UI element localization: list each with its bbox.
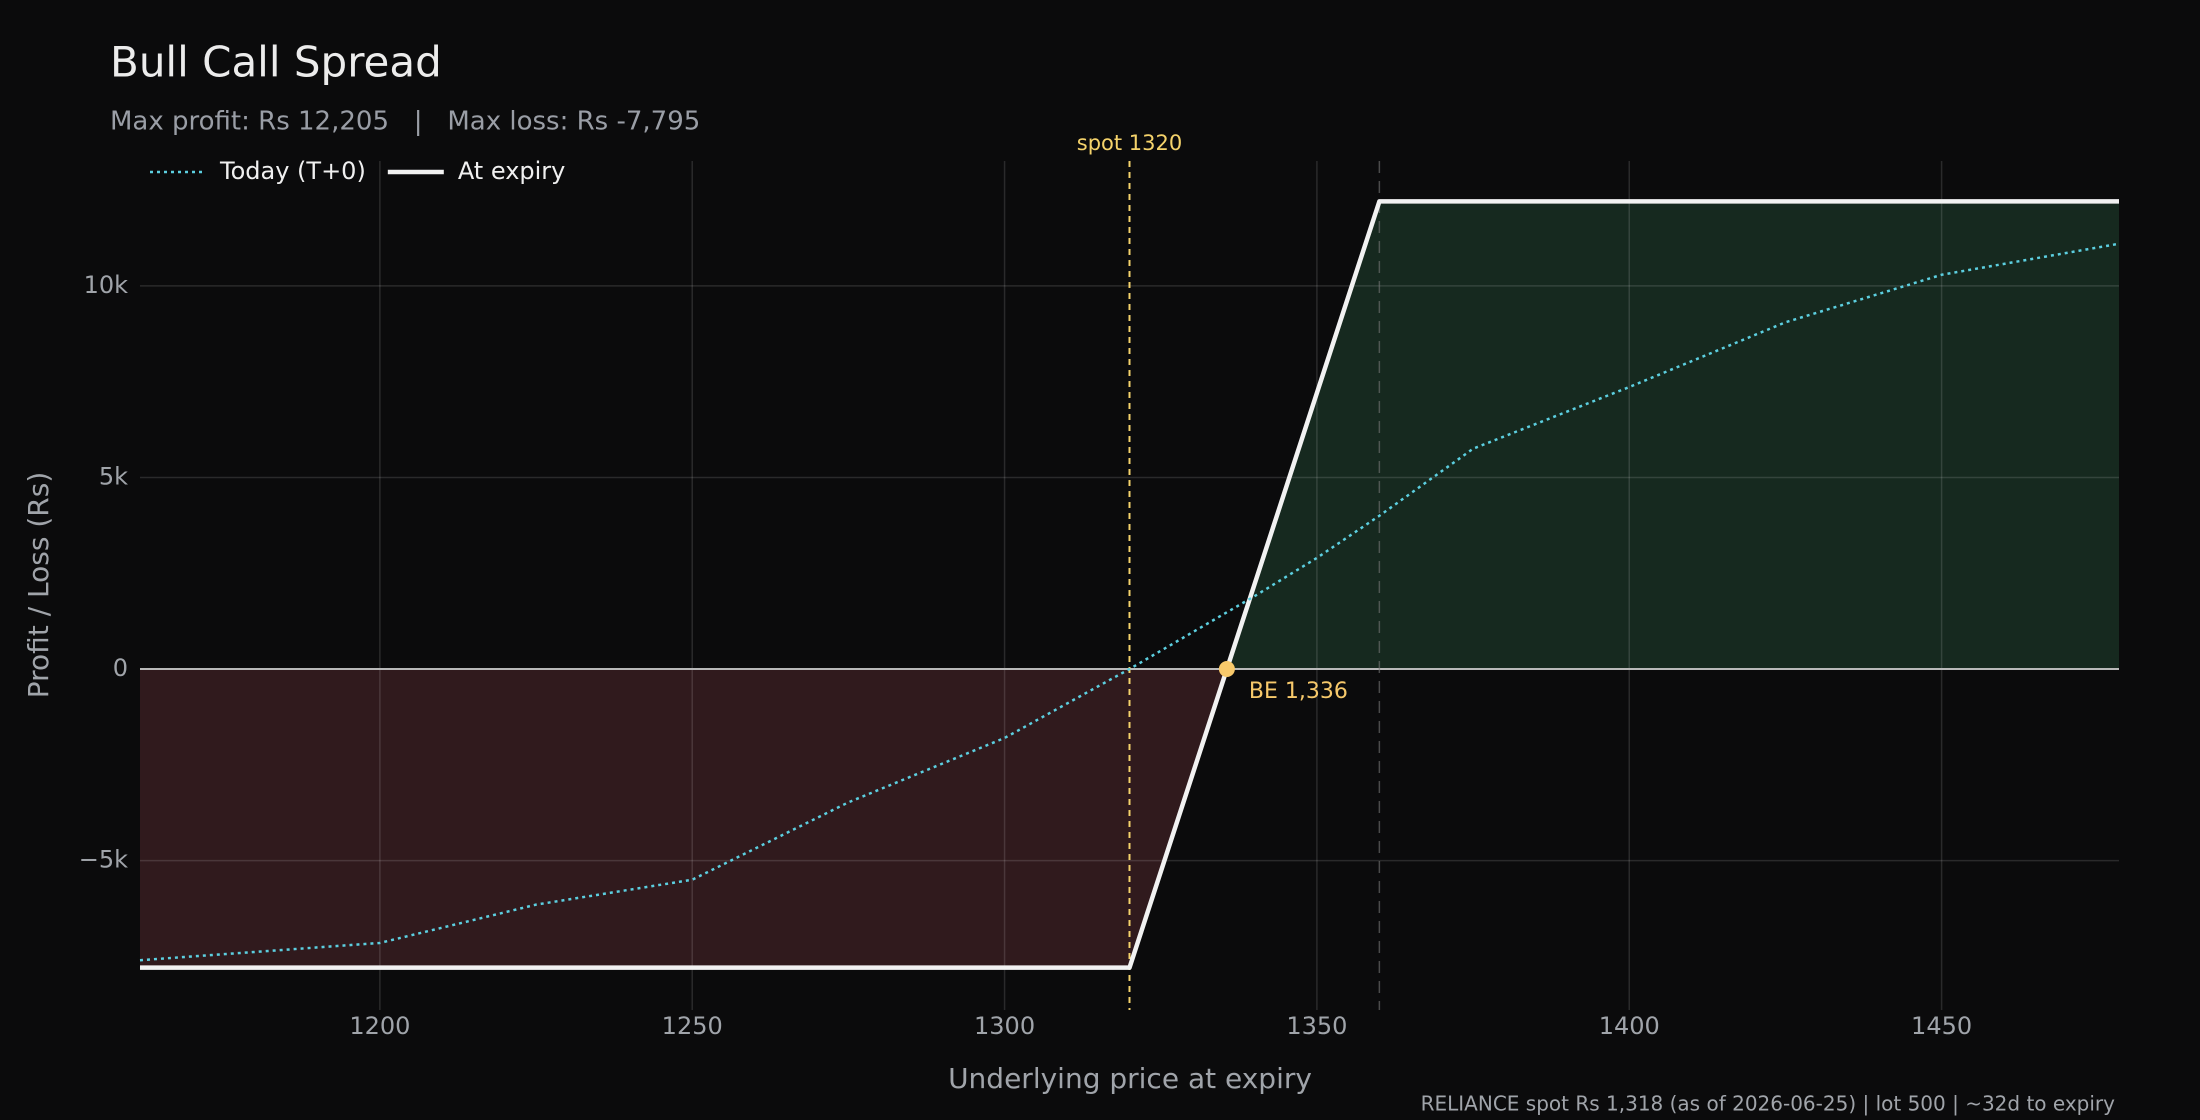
breakeven-label: BE 1,336 bbox=[1249, 679, 1348, 704]
x-tick-label: 1300 bbox=[974, 1012, 1035, 1040]
y-axis-label: Profit / Loss (Rs) bbox=[22, 472, 55, 698]
y-tick-label: 10k bbox=[84, 271, 129, 299]
x-axis-label: Underlying price at expiry bbox=[948, 1062, 1312, 1095]
x-tick-label: 1350 bbox=[1286, 1012, 1347, 1040]
loss-area bbox=[140, 669, 1227, 968]
breakeven-marker bbox=[1218, 661, 1235, 678]
legend-label: Today (T+0) bbox=[219, 157, 366, 185]
y-tick-label: 5k bbox=[99, 462, 128, 490]
x-tick-label: 1250 bbox=[662, 1012, 723, 1040]
chart-subtitle: Max profit: Rs 12,205 | Max loss: Rs -7,… bbox=[110, 107, 700, 137]
spot-label: spot 1320 bbox=[1077, 131, 1182, 155]
chart-title: Bull Call Spread bbox=[110, 38, 442, 87]
legend-label: At expiry bbox=[458, 157, 566, 185]
x-tick-label: 1450 bbox=[1911, 1012, 1972, 1040]
y-tick-label: 0 bbox=[113, 654, 128, 682]
x-tick-label: 1400 bbox=[1599, 1012, 1660, 1040]
y-tick-label: −5k bbox=[79, 846, 128, 874]
footer: RELIANCE spot Rs 1,318 (as of 2026-06-25… bbox=[1421, 1092, 2116, 1116]
series-line bbox=[140, 199, 2119, 970]
profit-area bbox=[1226, 201, 2119, 670]
x-tick-label: 1200 bbox=[349, 1012, 410, 1040]
